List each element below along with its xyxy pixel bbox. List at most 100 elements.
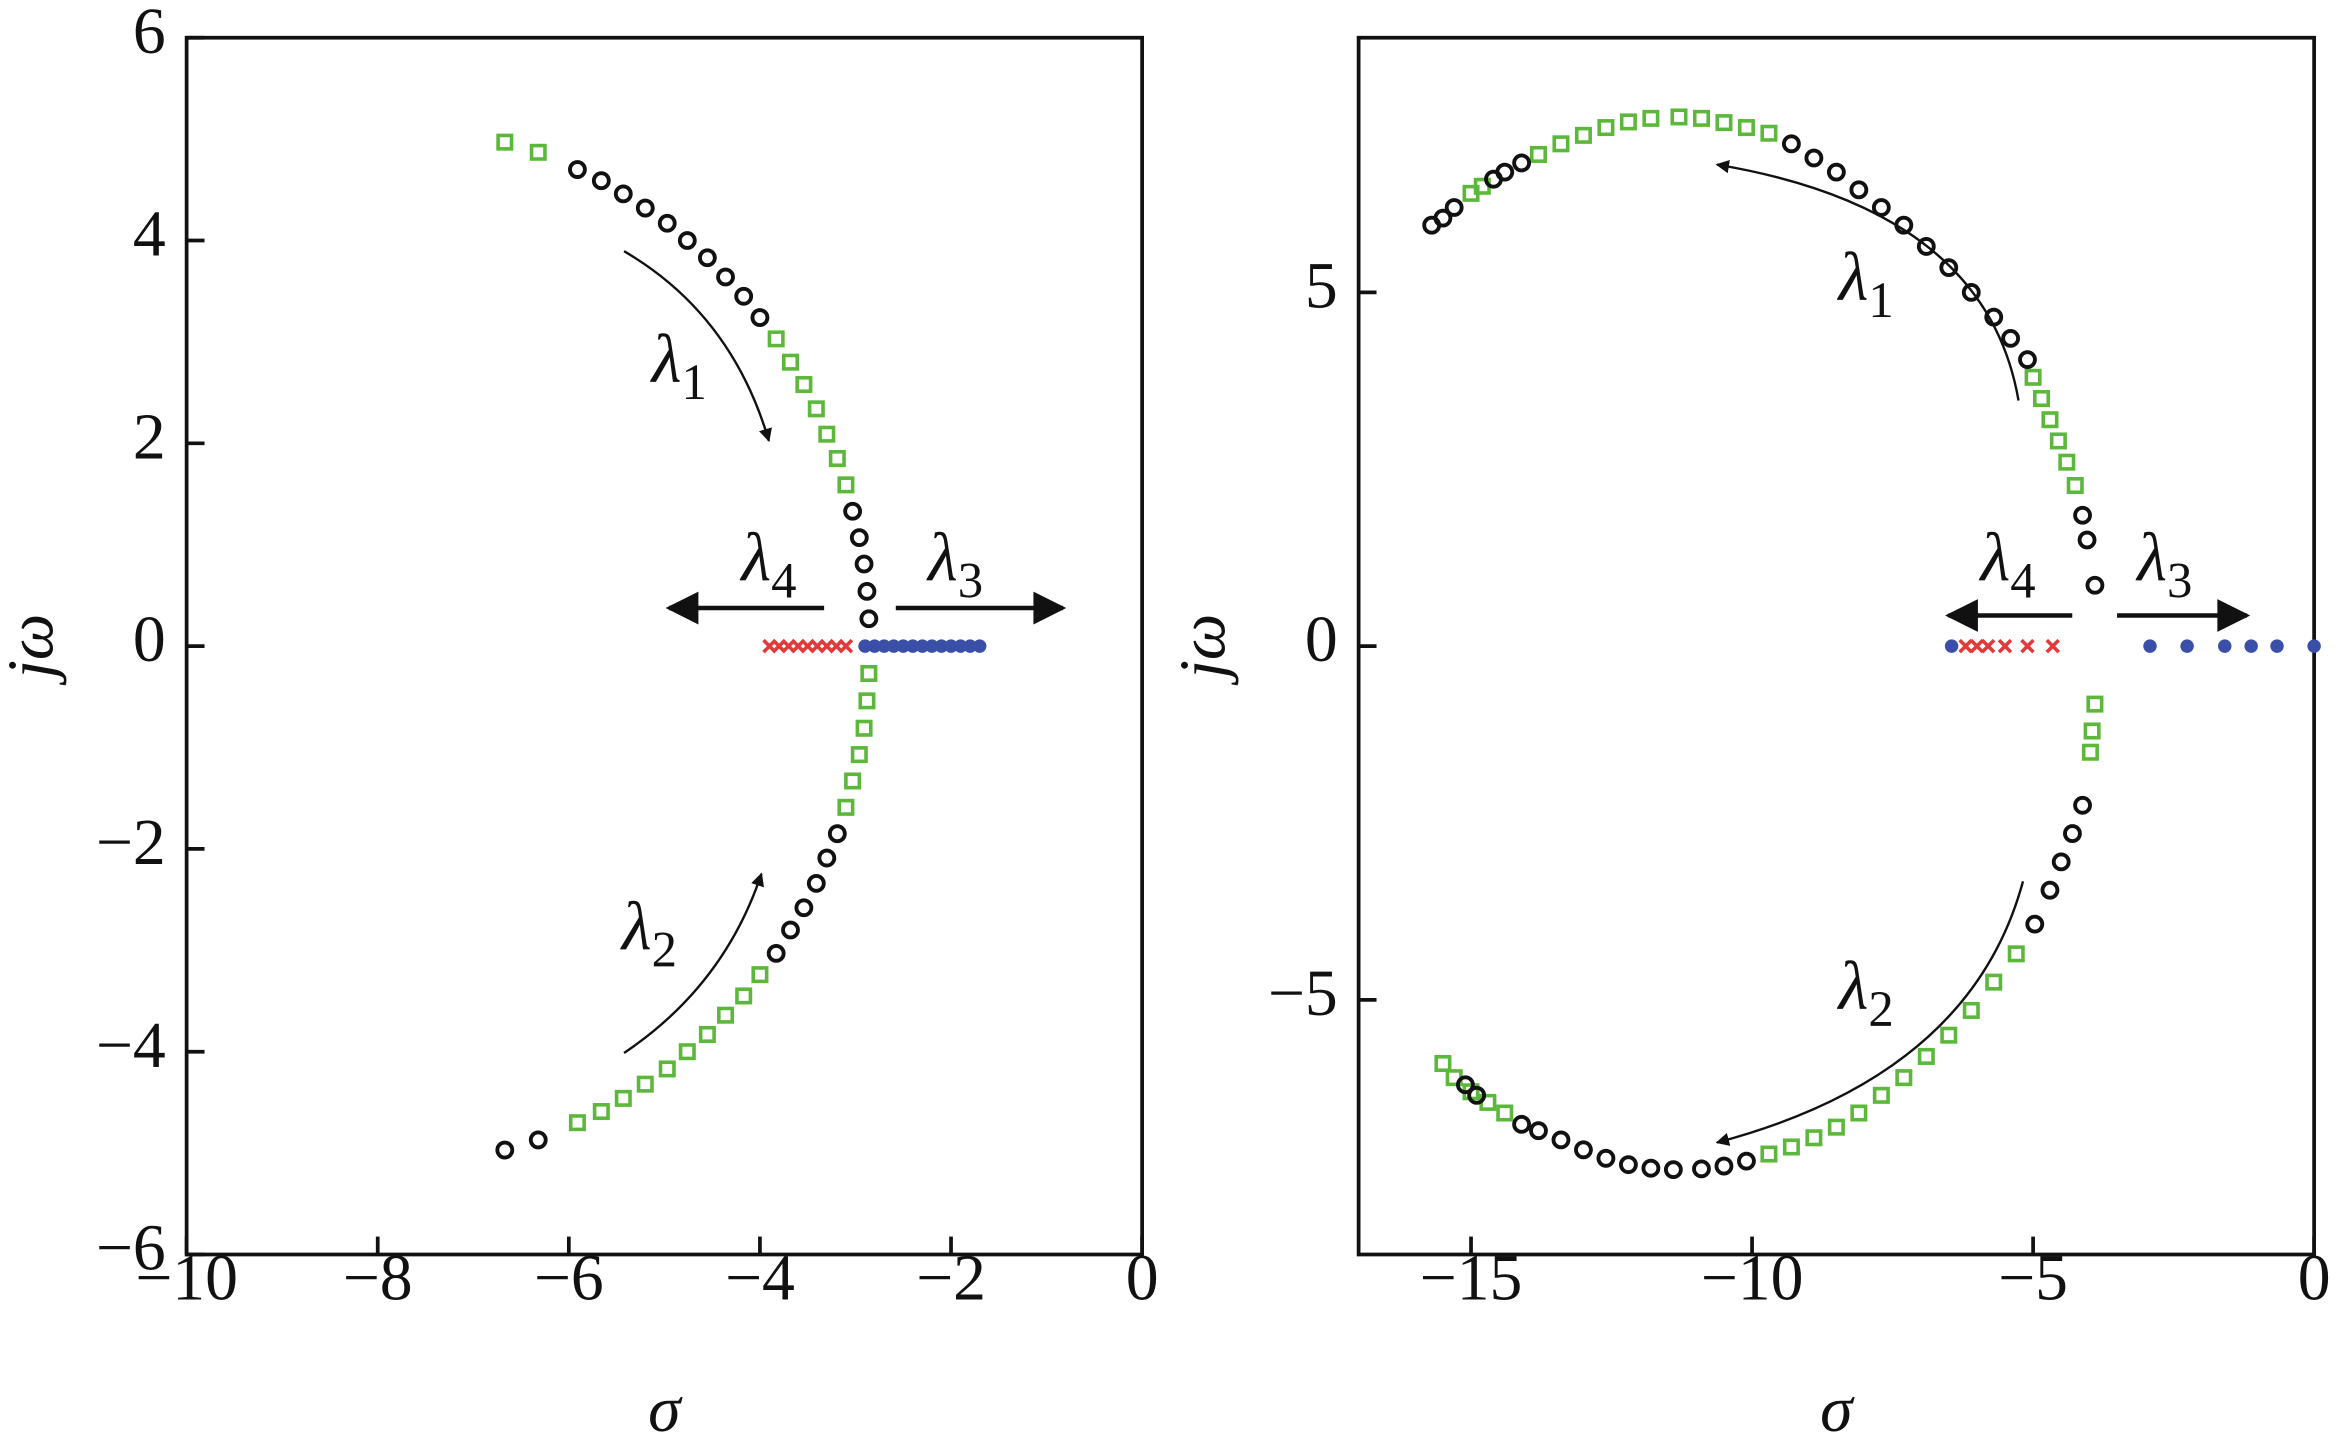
data-point [592,1103,610,1121]
data-point [735,987,753,1005]
data-point [734,286,754,306]
data-point [855,719,873,737]
data-point [1596,1148,1616,1168]
annotation: λ2 [1837,948,1894,1037]
data-point [857,581,877,601]
data-point [1495,162,1515,182]
plot-frame [1356,35,2316,1257]
data-point [636,1075,654,1093]
data-point [614,1089,632,1107]
data-point [2001,328,2021,348]
data-point [716,267,735,287]
annotation: λ3 [2135,520,2192,609]
data-point [2143,639,2157,653]
data-point [2083,722,2101,740]
x-axis-label: σ [648,1373,683,1446]
data-point [2270,639,2284,653]
data-point [698,1025,716,1043]
annotation-subscript: 4 [771,552,796,608]
data-point [1849,180,1869,200]
data-point [1961,282,1981,302]
data-point [1597,119,1615,137]
x-tick-label: 0 [2298,1241,2331,1314]
data-point [717,1006,735,1024]
data-point [1969,638,1985,654]
data-point [827,824,847,844]
data-point [817,848,837,868]
data-point [2244,639,2258,653]
data-point [2018,350,2037,370]
annotation-subscript: 3 [2167,552,2192,608]
annotation-subscript: 2 [652,921,677,977]
data-point [781,353,800,371]
y-tick-label: −5 [1268,957,1338,1030]
y-tick-label: 5 [1305,249,1338,322]
data-point [678,1043,696,1061]
plot-frame [184,35,1144,1257]
data-point [844,772,862,790]
data-point [1782,134,1801,154]
annotation-symbol: λ [1837,239,1869,315]
data-point [2045,638,2061,654]
data-point [1642,109,1660,127]
data-point [2025,914,2045,934]
data-point [818,425,836,443]
data-point [1444,198,1464,217]
data-point [843,501,863,521]
data-point [1872,1086,1890,1104]
data-point [915,639,930,653]
y-tick-label: −2 [96,806,166,879]
data-point [906,639,920,653]
annotation: λ1 [650,321,707,410]
data-point [1663,1160,1683,1180]
data-point [1512,153,1532,173]
data-point [1944,639,1959,653]
y-tick-label: 0 [1305,603,1338,676]
data-point [1940,1026,1958,1044]
y-tick-label: 4 [133,198,166,271]
data-point [1997,638,2013,654]
data-point [2180,639,2194,653]
data-point [807,400,825,418]
data-point [925,639,939,653]
annotation-subscript: 1 [1868,272,1893,328]
x-tick-label: −4 [725,1241,795,1314]
data-point [657,213,677,233]
data-point [1456,1075,1475,1095]
data-point [751,966,769,984]
data-point [1529,1121,1548,1141]
data-point [1782,1138,1800,1156]
data-point [2058,453,2076,471]
data-point [1958,638,1973,654]
annotation-subscript: 1 [681,354,706,410]
data-point [658,1060,676,1078]
annotation: λ1 [1837,239,1894,328]
data-point [568,160,587,179]
annotation-symbol: λ [926,520,958,596]
data-point [766,943,786,963]
data-point [2041,411,2059,429]
data-point [1641,1158,1661,1178]
data-point [886,639,901,653]
annotation-symbol: λ [1837,948,1869,1024]
data-point [877,639,891,653]
data-point [1804,148,1824,168]
data-point [2063,824,2082,843]
data-point [1895,1069,1913,1087]
annotation: λ2 [620,888,677,977]
annotation: λ4 [1979,520,2036,609]
data-point [837,798,855,816]
data-point [795,375,813,394]
data-point [806,873,826,893]
data-point [1619,113,1637,131]
data-point [750,308,770,327]
data-point [2077,530,2097,550]
data-point [528,1130,548,1150]
annotation-symbol: λ [739,520,771,596]
x-tick-label: −2 [916,1241,986,1314]
data-point [1512,1114,1532,1134]
data-point [1467,1085,1487,1105]
data-point [1496,1104,1514,1122]
data-point [860,664,878,682]
data-point [944,639,958,653]
